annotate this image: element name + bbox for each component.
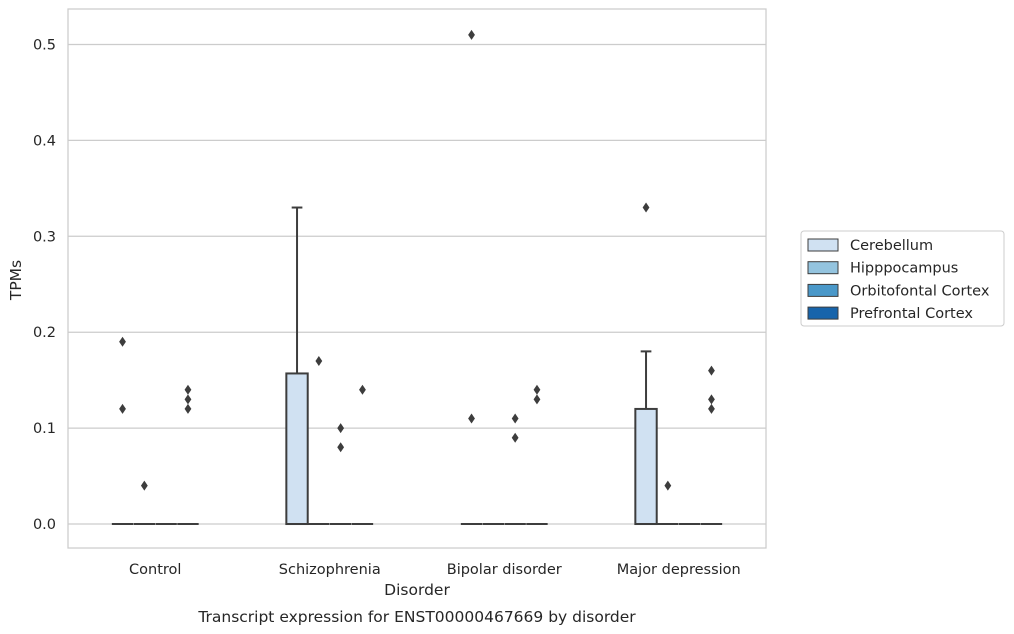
- outlier-point: [337, 423, 345, 434]
- outlier-point: [119, 403, 126, 414]
- outlier-point: [642, 202, 650, 213]
- outlier-point: [140, 480, 148, 491]
- legend-swatch: [807, 238, 839, 252]
- box-series: [111, 29, 723, 526]
- y-tick-label: 0.2: [33, 325, 56, 341]
- outlier-point: [184, 394, 192, 405]
- x-tick-label: Bipolar disorder: [447, 562, 562, 578]
- plot-frame: [67, 8, 767, 549]
- outlier-point: [184, 384, 192, 395]
- y-tick-label: 0.0: [33, 517, 56, 533]
- legend: Cerebellum Hipppocampus Orbitofontal Corte…: [800, 230, 1005, 327]
- legend-swatch: [807, 283, 839, 297]
- outlier-point: [533, 384, 541, 395]
- plot-area: [68, 9, 766, 548]
- y-tick-label: 0.4: [33, 133, 56, 149]
- legend-label: Orbitofontal Cortex: [850, 283, 990, 299]
- legend-label: Cerebellum: [850, 238, 933, 254]
- y-axis-label: TPMs: [7, 260, 25, 301]
- outlier-point: [708, 403, 715, 414]
- outlier-point: [511, 413, 519, 424]
- outlier-point: [533, 394, 541, 405]
- outlier-point: [315, 355, 323, 366]
- outlier-point: [664, 480, 672, 491]
- outlier-point: [119, 336, 126, 347]
- box-0-1: [285, 206, 309, 526]
- outlier-point: [511, 432, 519, 443]
- y-tick-label: 0.1: [33, 421, 56, 437]
- x-tick-label: Major depression: [617, 562, 741, 578]
- outlier-point: [708, 365, 715, 376]
- y-tick-labels: 0.0 0.1 0.2 0.3 0.4 0.5: [33, 37, 56, 533]
- box-0-3: [634, 202, 658, 526]
- box-3-3: [700, 365, 723, 526]
- x-tick-label: Schizophrenia: [279, 562, 381, 578]
- outlier-point: [337, 442, 345, 453]
- box-0-0: [111, 336, 134, 526]
- y-tick-label: 0.3: [33, 229, 56, 245]
- box-1-0: [133, 480, 156, 526]
- box-3-1: [351, 384, 374, 526]
- y-tick-label: 0.5: [33, 37, 56, 53]
- box-1-1: [308, 355, 330, 526]
- legend-swatch: [807, 306, 839, 320]
- outlier-point: [184, 403, 192, 414]
- x-tick-labels: Control Schizophrenia Bipolar disorder Majo…: [129, 562, 741, 578]
- box-3-0: [177, 384, 199, 526]
- outlier-point: [359, 384, 366, 395]
- chart-caption: Transcript expression for ENST0000046766…: [197, 608, 636, 626]
- legend-swatch: [807, 261, 839, 275]
- legend-items: Cerebellum Hipppocampus Orbitofontal Corte…: [807, 238, 990, 322]
- legend-label: Prefrontal Cortex: [850, 306, 973, 322]
- box-body: [285, 372, 309, 526]
- box-2-1: [329, 423, 352, 526]
- legend-frame: [800, 230, 1005, 327]
- outlier-point: [468, 29, 475, 40]
- x-tick-label: Control: [129, 562, 181, 578]
- box-body: [634, 407, 658, 526]
- box-1-3: [657, 480, 679, 526]
- outlier-point: [468, 413, 475, 424]
- x-axis-label: Disorder: [384, 581, 450, 599]
- box-3-2: [526, 384, 548, 526]
- legend-label: Hipppocampus: [850, 261, 958, 277]
- outlier-point: [708, 394, 715, 405]
- box-0-2: [460, 29, 483, 526]
- box-2-2: [504, 413, 526, 526]
